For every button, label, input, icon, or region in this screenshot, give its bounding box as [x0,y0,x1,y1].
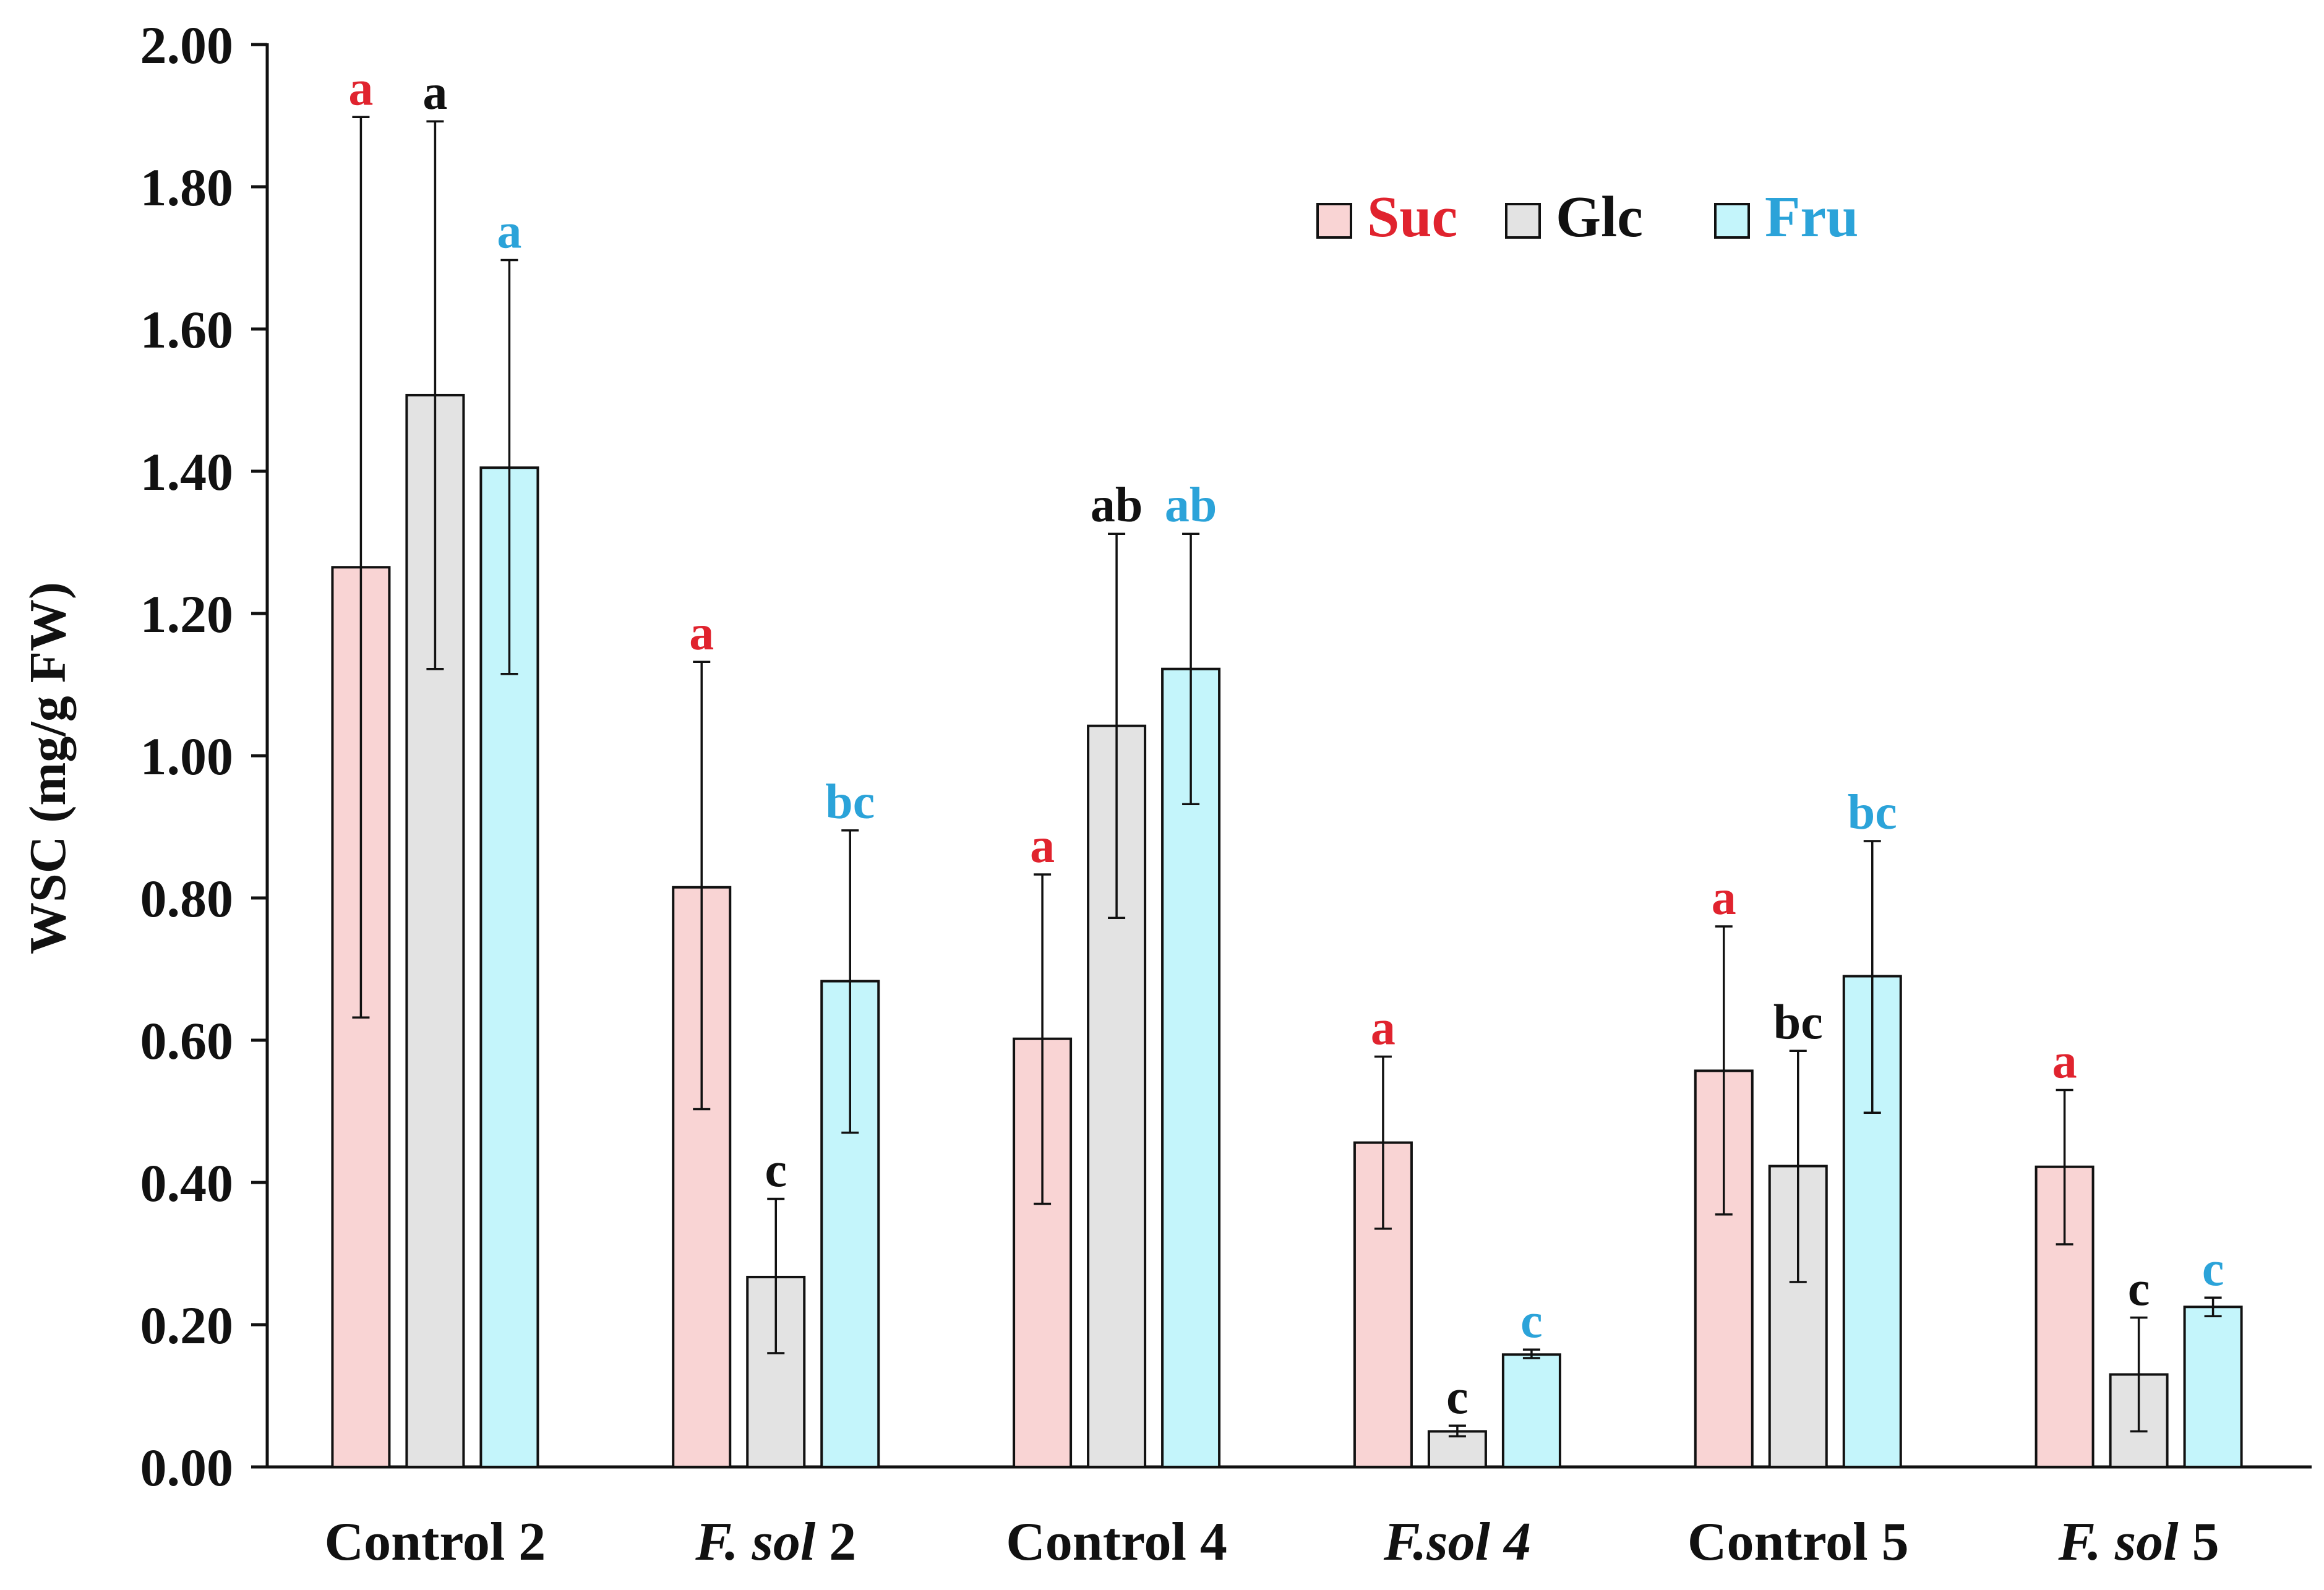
x-tick-label: F.sol 4 [1383,1512,1531,1572]
x-tick-label-part: Control 4 [1006,1512,1227,1572]
significance-letter: c [1446,1370,1469,1424]
x-tick-label-part: 2 [815,1512,856,1572]
legend-swatch-fru [1714,203,1750,239]
significance-letter: ab [1091,478,1143,532]
y-tick-label: 0.00 [140,1438,234,1497]
significance-letter: a [1371,1001,1396,1055]
x-tick-label-part: F.sol 4 [1383,1512,1531,1572]
y-tick-label: 0.40 [140,1153,234,1213]
x-tick-label: F. sol 2 [695,1512,856,1572]
legend-swatch-suc [1316,203,1352,239]
significance-letter: ab [1165,478,1217,532]
x-tick-label-part: F. sol [695,1512,816,1572]
chart-axes: 0.00 0.20 0.40 0.60 0.80 1.00 1.20 1.40 1.60 1.80… [140,15,2312,1572]
significance-letter: a [422,66,447,120]
y-tick-label: 1.00 [140,727,234,786]
significance-letter: a [2052,1035,2077,1089]
x-tick-label-part: 5 [2179,1512,2219,1572]
x-tick-label-part: F. sol [2058,1512,2179,1572]
x-tick-label-part: Control 5 [1687,1512,1909,1572]
significance-letter: a [348,61,373,116]
x-tick-label: Control 4 [1006,1512,1227,1572]
y-tick-label: 1.40 [140,442,234,502]
significance-letter: bc [1848,785,1897,840]
x-tick-label-part: Control 2 [325,1512,546,1572]
significance-letter: c [765,1143,787,1197]
significance-letter: c [2128,1262,2150,1317]
significance-letter: c [1520,1294,1543,1348]
bar-fru [1501,1353,1561,1469]
legend-label-fru: Fru [1765,185,1858,249]
significance-letter: bc [825,775,875,829]
x-tick-label: Control 2 [325,1512,546,1572]
y-tick-label: 0.60 [140,1011,234,1071]
x-tick-label: F. sol 5 [2058,1512,2219,1572]
significance-letter: a [1030,819,1055,873]
significance-letter: bc [1773,995,1823,1049]
legend: Suc Glc Fru [1316,185,1858,249]
bar-fru [2183,1306,2243,1468]
y-tick-label: 1.60 [140,300,234,359]
y-tick-label: 1.20 [140,584,234,644]
legend-label-glc: Glc [1556,185,1643,249]
y-tick-label: 0.80 [140,869,234,928]
y-tick-label: 1.80 [140,158,234,217]
x-tick-label: Control 5 [1687,1512,1909,1572]
legend-swatch-glc [1505,203,1541,239]
significance-letter: a [1712,871,1736,925]
legend-label-suc: Suc [1367,185,1457,249]
y-tick-label: 2.00 [140,15,234,75]
significance-letter: c [2202,1242,2224,1296]
y-axis-label: WSC (mg/g FW) [19,582,77,954]
y-tick-label: 0.20 [140,1296,234,1355]
significance-letter: a [497,204,521,259]
significance-letter: a [689,606,714,660]
